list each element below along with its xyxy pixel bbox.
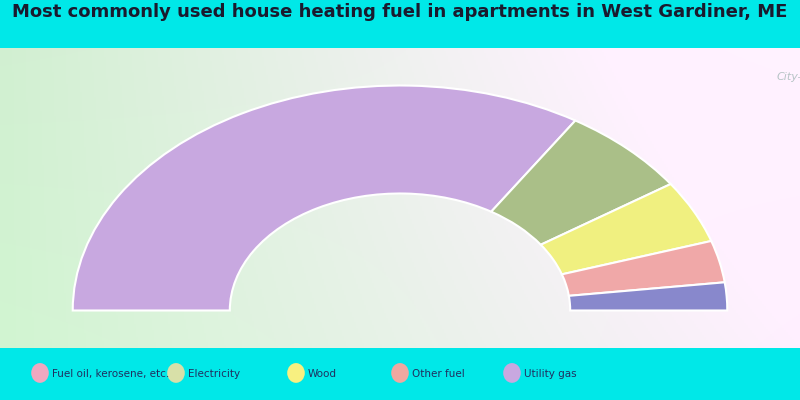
Text: Other fuel: Other fuel: [412, 369, 465, 379]
Text: City-Data.com: City-Data.com: [777, 72, 800, 82]
Ellipse shape: [503, 363, 521, 383]
Ellipse shape: [391, 363, 409, 383]
Ellipse shape: [167, 363, 185, 383]
Text: Utility gas: Utility gas: [524, 369, 577, 379]
Text: Fuel oil, kerosene, etc.: Fuel oil, kerosene, etc.: [52, 369, 170, 379]
Text: Electricity: Electricity: [188, 369, 240, 379]
Ellipse shape: [31, 363, 49, 383]
Ellipse shape: [287, 363, 305, 383]
Text: Most commonly used house heating fuel in apartments in West Gardiner, ME: Most commonly used house heating fuel in…: [12, 3, 788, 21]
Wedge shape: [541, 184, 711, 274]
Wedge shape: [569, 282, 727, 310]
Wedge shape: [73, 86, 575, 310]
Wedge shape: [491, 120, 670, 245]
Wedge shape: [562, 241, 725, 296]
Text: Wood: Wood: [308, 369, 337, 379]
